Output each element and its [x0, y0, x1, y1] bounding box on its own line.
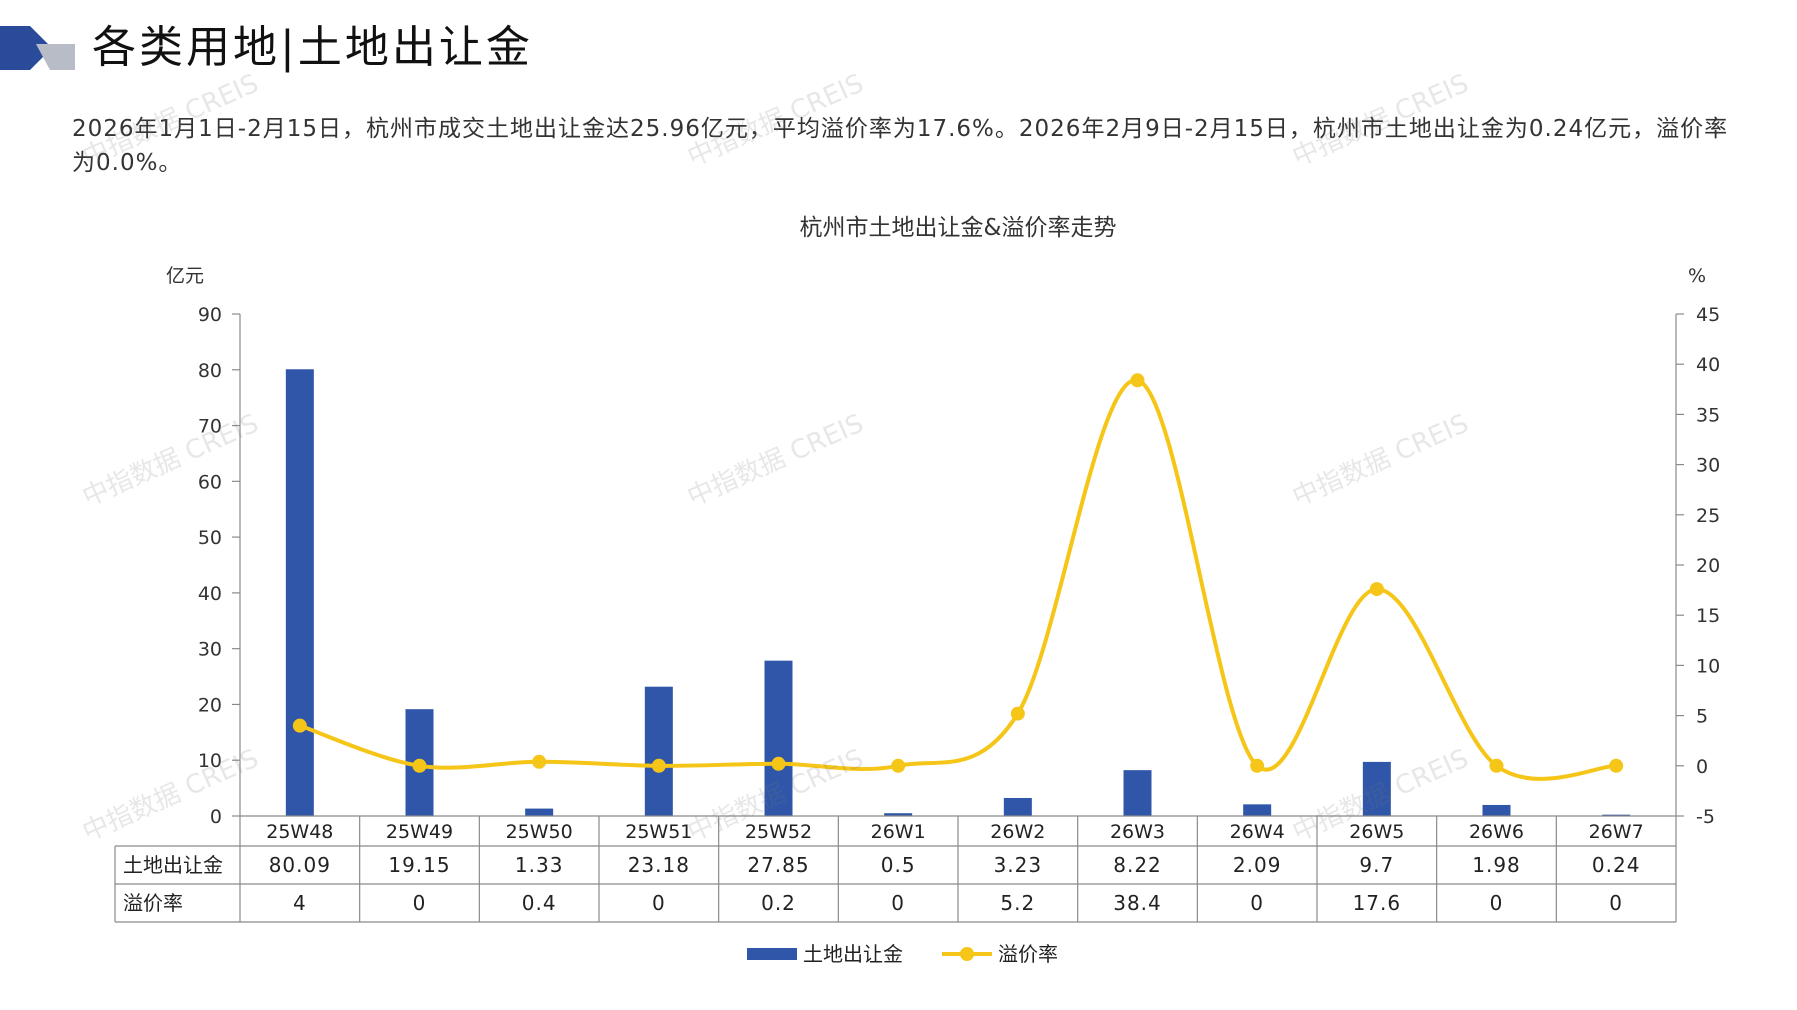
table-value-premium: 0.4: [522, 891, 557, 915]
y-right-tick-label: 30: [1696, 455, 1720, 477]
table-value-premium: 4: [293, 891, 307, 915]
legend-label: 溢价率: [998, 942, 1058, 966]
y-right-tick-label: 10: [1696, 655, 1720, 677]
table-value-revenue: 27.85: [747, 853, 809, 877]
x-tick-label: 25W50: [506, 821, 573, 843]
bar-26W6: [1482, 804, 1511, 816]
bar-26W7: [1602, 814, 1631, 816]
legend-swatch-bar: [747, 948, 797, 960]
table-value-revenue: 0.5: [881, 853, 916, 877]
x-tick-label: 26W4: [1230, 821, 1285, 843]
table-value-revenue: 3.23: [994, 853, 1043, 877]
table-value-revenue: 2.09: [1233, 853, 1282, 877]
point-26W6: [1489, 758, 1504, 773]
x-tick-label: 26W5: [1349, 821, 1404, 843]
point-25W52: [771, 756, 786, 771]
legend-label: 土地出让金: [803, 942, 903, 966]
bar-25W51: [644, 686, 673, 816]
y-left-tick-label: 90: [198, 304, 222, 326]
table-value-premium: 0: [1609, 891, 1623, 915]
point-26W2: [1010, 706, 1025, 721]
table-value-premium: 17.6: [1353, 891, 1402, 915]
y-left-tick-label: 60: [198, 471, 222, 493]
table-value-revenue: 23.18: [628, 853, 690, 877]
y-left-tick-label: 0: [210, 806, 222, 828]
y-left-tick-label: 10: [198, 750, 222, 772]
bar-25W52: [764, 660, 793, 816]
table-value-revenue: 9.7: [1359, 853, 1394, 877]
summary-text: 2026年1月1日-2月15日，杭州市成交土地出让金达25.96亿元，平均溢价率…: [72, 116, 1729, 176]
y-left-tick-label: 70: [198, 416, 222, 438]
table-value-revenue: 0.24: [1592, 853, 1641, 877]
x-tick-label: 25W48: [266, 821, 333, 843]
table-value-premium: 0: [652, 891, 666, 915]
y-right-tick-label: 45: [1696, 304, 1720, 326]
bar-26W5: [1362, 761, 1391, 816]
y-right-tick-label: 0: [1696, 756, 1708, 778]
y-left-unit: 亿元: [166, 265, 204, 287]
table-row-header: 土地出让金: [123, 853, 223, 877]
y-right-tick-label: 25: [1696, 505, 1720, 527]
y-right-tick-label: 35: [1696, 404, 1720, 426]
point-25W48: [292, 718, 307, 733]
bar-26W2: [1003, 797, 1032, 816]
point-25W50: [532, 754, 547, 769]
x-tick-label: 25W52: [745, 821, 812, 843]
x-tick-label: 26W7: [1589, 821, 1644, 843]
y-right-tick-label: 15: [1696, 605, 1720, 627]
table-value-revenue: 19.15: [388, 853, 450, 877]
point-25W49: [412, 758, 427, 773]
x-tick-label: 26W2: [990, 821, 1045, 843]
y-right-tick-label: 40: [1696, 354, 1720, 376]
table-value-revenue: 1.98: [1472, 853, 1521, 877]
page-title: 各类用地|土地出让金: [92, 22, 533, 73]
x-tick-label: 26W3: [1110, 821, 1165, 843]
table-value-premium: 5.2: [1000, 891, 1035, 915]
point-25W51: [651, 758, 666, 773]
table-value-premium: 0: [413, 891, 427, 915]
bar-26W4: [1243, 804, 1272, 816]
point-26W4: [1250, 758, 1265, 773]
y-right-tick-label: 5: [1696, 706, 1708, 728]
x-tick-label: 25W49: [386, 821, 453, 843]
table-value-premium: 0: [1250, 891, 1264, 915]
table-value-revenue: 8.22: [1113, 853, 1162, 877]
y-left-tick-label: 50: [198, 527, 222, 549]
x-tick-label: 26W1: [871, 821, 926, 843]
table-value-revenue: 1.33: [515, 853, 564, 877]
chart-title: 杭州市土地出让金&溢价率走势: [800, 215, 1117, 241]
y-right-unit: %: [1688, 265, 1706, 287]
table-value-revenue: 80.09: [269, 853, 331, 877]
point-26W7: [1609, 758, 1624, 773]
point-26W3: [1130, 373, 1145, 388]
y-right-tick-label: -5: [1696, 806, 1715, 828]
x-tick-label: 25W51: [625, 821, 692, 843]
y-right-tick-label: 20: [1696, 555, 1720, 577]
y-left-tick-label: 80: [198, 360, 222, 382]
table-value-premium: 0: [1490, 891, 1504, 915]
table-value-premium: 38.4: [1113, 891, 1162, 915]
legend-swatch-marker: [960, 947, 974, 961]
table-row-header: 溢价率: [123, 891, 183, 915]
series-line-premium-rate: [299, 378, 1617, 781]
y-left-tick-label: 30: [198, 639, 222, 661]
table-value-premium: 0: [891, 891, 905, 915]
y-left-tick-label: 40: [198, 583, 222, 605]
point-26W5: [1369, 582, 1384, 597]
x-tick-label: 26W6: [1469, 821, 1524, 843]
bar-25W50: [525, 808, 554, 816]
bar-25W48: [285, 369, 314, 816]
point-26W1: [891, 758, 906, 773]
y-left-tick-label: 20: [198, 694, 222, 716]
brand-logo: [0, 26, 75, 70]
table-value-premium: 0.2: [761, 891, 796, 915]
bar-26W1: [884, 813, 913, 816]
bar-26W3: [1123, 770, 1152, 816]
